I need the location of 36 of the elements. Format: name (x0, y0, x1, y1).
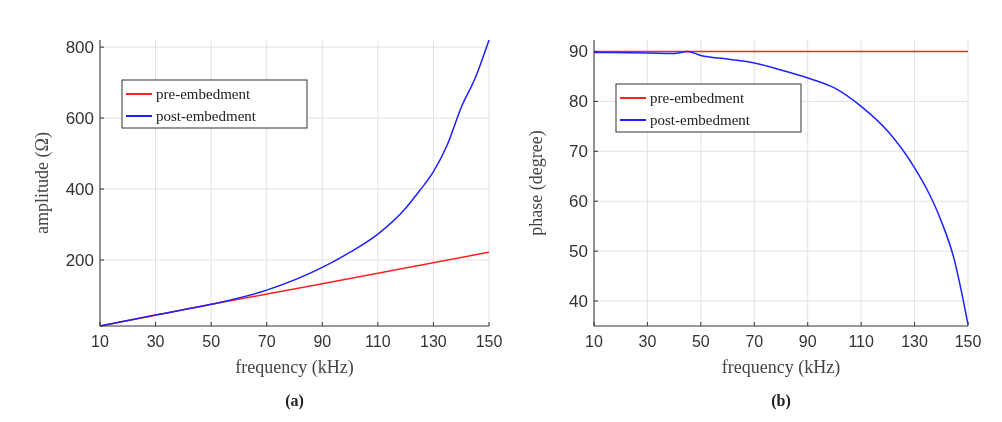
y-tick-label: 200 (65, 250, 94, 270)
x-tick-label: 130 (901, 333, 929, 350)
x-axis-title: frequency (kHz) (235, 357, 354, 378)
y-tick-label: 60 (569, 192, 588, 212)
x-tick-label: 150 (954, 333, 982, 350)
y-axis-title: amplitude (Ω) (32, 132, 53, 234)
x-tick-label: 130 (420, 333, 447, 350)
y-tick-label: 600 (65, 109, 94, 129)
x-tick-label: 10 (585, 333, 603, 350)
y-axis-title: phase (degree) (526, 130, 547, 236)
legend-label: post-embedment (156, 108, 257, 125)
y-tick-label: 80 (569, 92, 588, 112)
x-tick-label: 70 (745, 333, 764, 350)
x-tick-label: 30 (638, 333, 657, 350)
y-tick-label: 800 (65, 38, 94, 58)
y-tick-label: 70 (569, 142, 588, 162)
legend-label: post-embedment (650, 112, 751, 129)
x-tick-label: 110 (365, 333, 391, 350)
x-axis-title: frequency (kHz) (721, 357, 841, 378)
y-tick-label: 40 (569, 291, 588, 311)
y-tick-label: 90 (569, 42, 588, 62)
legend-label: pre-embedment (650, 90, 745, 107)
x-tick-label: 90 (313, 333, 332, 350)
x-tick-label: 110 (848, 333, 874, 350)
x-tick-label: 90 (798, 333, 817, 350)
text: (b) (771, 392, 791, 410)
x-tick-label: 50 (202, 333, 221, 350)
x-tick-label: 50 (691, 333, 710, 350)
legend-label: pre-embedment (156, 86, 251, 103)
text: (a) (285, 392, 304, 410)
x-tick-label: 10 (91, 333, 109, 350)
x-tick-label: 150 (475, 333, 503, 350)
x-tick-label: 30 (146, 333, 165, 350)
y-tick-label: 50 (569, 242, 588, 262)
y-tick-label: 400 (65, 179, 94, 199)
x-tick-label: 70 (257, 333, 276, 350)
